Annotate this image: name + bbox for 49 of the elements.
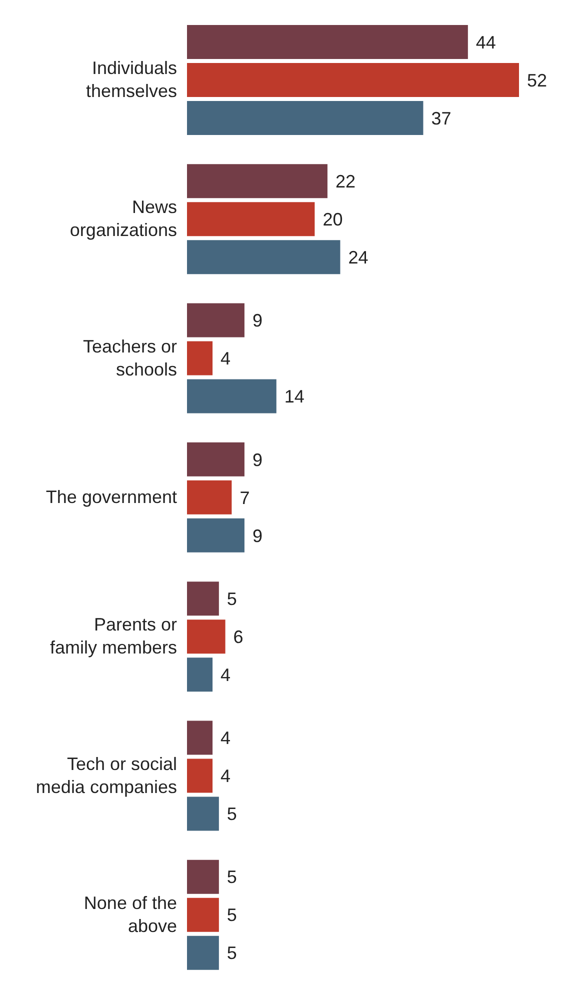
bar: [187, 936, 219, 970]
data-label: 4: [220, 766, 231, 786]
bar: [187, 164, 328, 198]
data-label: 4: [220, 664, 231, 685]
data-label: 9: [252, 526, 262, 546]
y-tick-label: None of the above: [84, 892, 177, 936]
bar: [187, 582, 219, 616]
data-label: 5: [226, 588, 237, 609]
data-label: 6: [233, 626, 244, 647]
bar: [187, 796, 219, 831]
data-label: 5: [226, 804, 237, 824]
data-label: 5: [226, 867, 237, 888]
data-label: 14: [284, 386, 304, 407]
bar: [187, 860, 219, 894]
y-tick-label: The government: [46, 487, 177, 507]
data-label: 24: [348, 248, 368, 268]
data-label: 37: [431, 108, 452, 128]
bar: [187, 518, 244, 552]
y-tick-label: News organizations: [70, 197, 177, 240]
data-label: 44: [476, 32, 496, 52]
bar: [187, 379, 276, 414]
y-tick-label: Teachers or schools: [82, 336, 177, 380]
data-label: 7: [240, 488, 250, 508]
data-label: 4: [220, 728, 231, 748]
data-label: 20: [322, 210, 343, 230]
y-tick-label: Parents or family members: [50, 614, 177, 658]
bar: [187, 720, 213, 755]
bar: [187, 101, 424, 135]
bar: [187, 303, 244, 338]
bar: [187, 63, 519, 97]
data-label: 4: [220, 348, 231, 369]
data-label: 52: [527, 70, 548, 90]
bar: [187, 442, 244, 476]
bar: [187, 202, 315, 236]
bar: [187, 898, 219, 932]
y-tick-label: Tech or social media companies: [36, 754, 177, 797]
y-tick-label: Individuals themselves: [86, 58, 177, 102]
data-label: 9: [252, 450, 262, 470]
bar: [187, 341, 213, 376]
data-label: 22: [335, 172, 356, 192]
bar: [187, 25, 468, 59]
bar: [187, 758, 213, 793]
data-label: 9: [252, 310, 262, 331]
bar: [187, 240, 340, 274]
bar: [187, 658, 213, 692]
data-label: 5: [226, 905, 237, 926]
data-label: 5: [226, 943, 237, 964]
bar: [187, 620, 226, 654]
bar: [187, 480, 232, 514]
